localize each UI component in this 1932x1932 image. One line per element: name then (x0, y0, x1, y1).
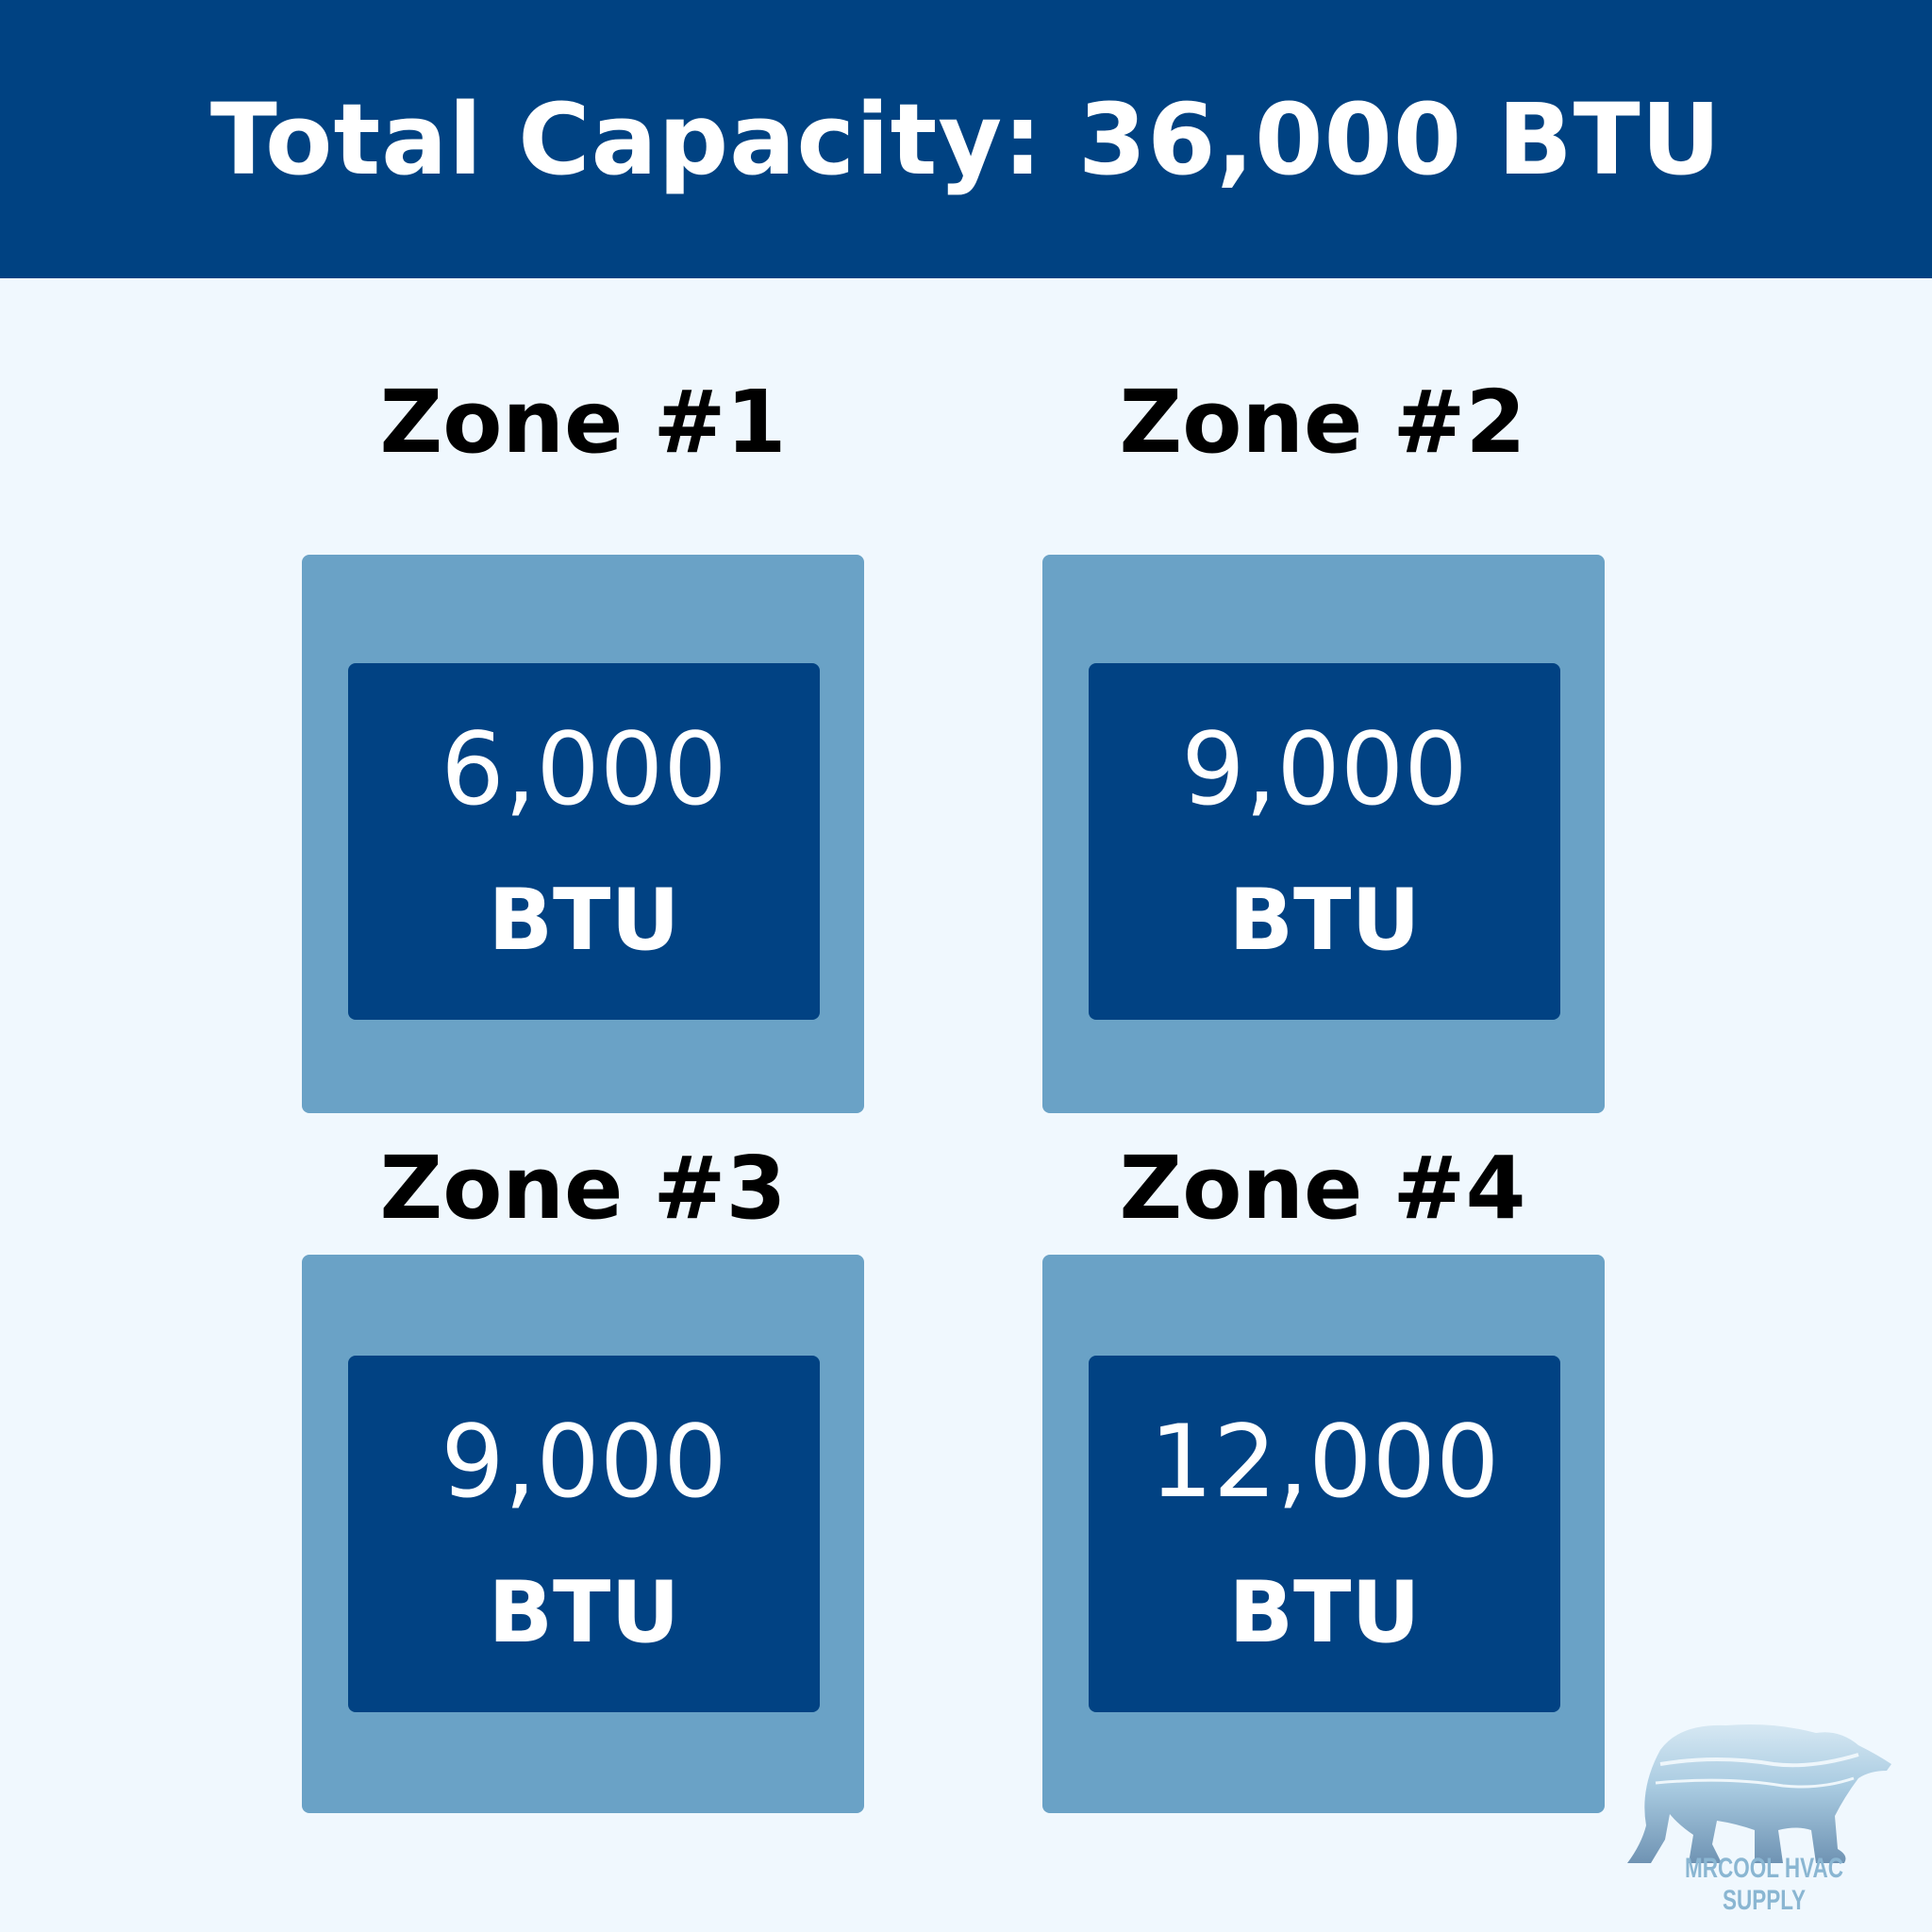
zone-3-capacity-panel: 9,000 BTU (348, 1356, 820, 1712)
zone-2-card: 9,000 BTU (1042, 555, 1605, 1113)
zone-3-value: 9,000 (441, 1404, 727, 1520)
zone-4-unit: BTU (1228, 1563, 1421, 1662)
zone-1-card: 6,000 BTU (302, 555, 864, 1113)
polar-bear-icon (1627, 1724, 1891, 1863)
zone-3-label: Zone #3 (379, 1138, 787, 1239)
logo-text: MRCOOL HVAC SUPPLY (1685, 1853, 1843, 1916)
zone-1-capacity-panel: 6,000 BTU (348, 663, 820, 1020)
zone-3-card: 9,000 BTU (302, 1255, 864, 1813)
zone-1-unit: BTU (488, 871, 680, 970)
zone-2-label: Zone #2 (1119, 372, 1526, 473)
zone-2-capacity-panel: 9,000 BTU (1089, 663, 1560, 1020)
zone-4-label: Zone #4 (1119, 1138, 1526, 1239)
zone-3-unit: BTU (488, 1563, 680, 1662)
header-banner: Total Capacity: 36,000 BTU (0, 0, 1932, 278)
zone-1-label: Zone #1 (379, 372, 787, 473)
zone-2-value: 9,000 (1181, 711, 1468, 827)
zone-1-value: 6,000 (441, 711, 727, 827)
zone-4-capacity-panel: 12,000 BTU (1089, 1356, 1560, 1712)
zone-4-card: 12,000 BTU (1042, 1255, 1605, 1813)
brand-logo: MRCOOL HVAC SUPPLY (1623, 1712, 1906, 1924)
zone-2-unit: BTU (1228, 871, 1421, 970)
zone-4-value: 12,000 (1149, 1404, 1500, 1520)
page-title: Total Capacity: 36,000 BTU (209, 81, 1723, 197)
